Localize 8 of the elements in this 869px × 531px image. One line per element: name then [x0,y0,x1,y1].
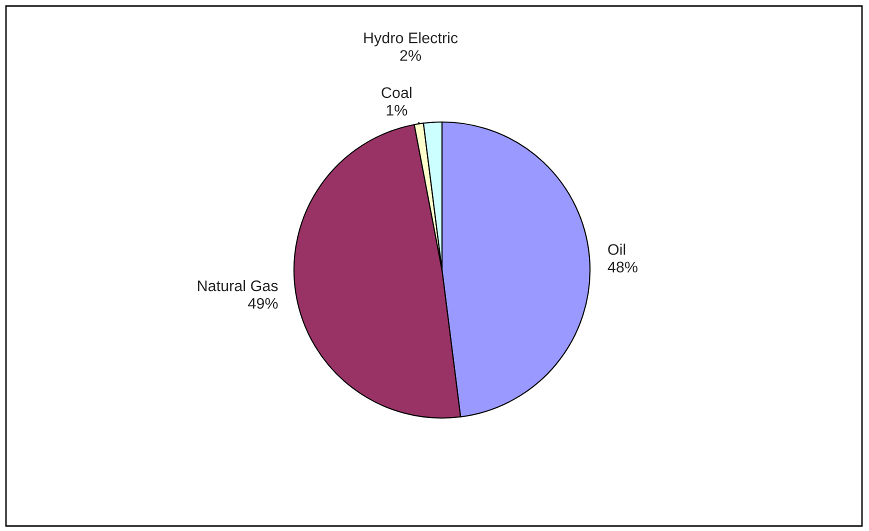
slice-label: Natural Gas [198,280,278,292]
data-label: 1% [386,104,408,116]
data-label: 2% [400,50,422,61]
data-label: 48% [608,262,638,272]
slice-label: Oil [608,244,626,255]
slice-label: Hydro Electric [364,32,458,46]
slice-label: Coal [382,86,412,98]
data-label: 49% [248,298,278,309]
